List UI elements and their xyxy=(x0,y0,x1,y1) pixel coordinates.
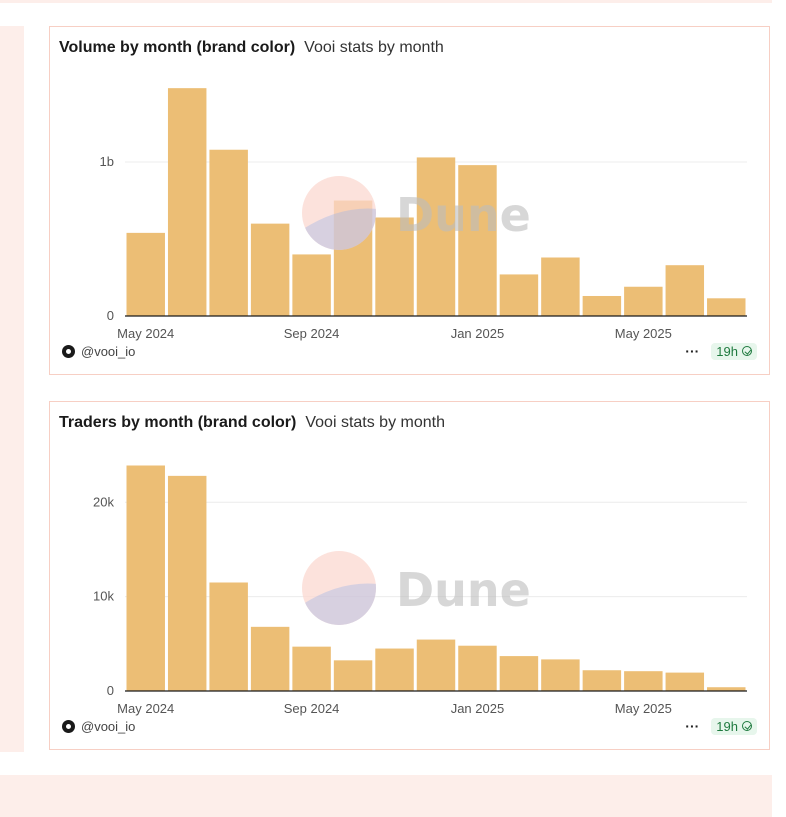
chart-title[interactable]: Volume by month (brand color) xyxy=(59,39,296,56)
refresh-age-badge[interactable]: 19h xyxy=(711,342,757,360)
x-tick-label: May 2024 xyxy=(117,326,174,341)
dune-watermark-text: Dune xyxy=(396,188,531,242)
bar[interactable] xyxy=(499,274,539,316)
age-label: 19h xyxy=(716,718,738,734)
bar[interactable] xyxy=(541,257,580,317)
y-tick-label: 10k xyxy=(93,589,114,604)
bar[interactable] xyxy=(499,656,539,691)
x-tick-label: Sep 2024 xyxy=(284,701,340,716)
y-tick-label: 1b xyxy=(100,154,114,169)
bar[interactable] xyxy=(167,475,207,691)
bar[interactable] xyxy=(624,286,663,316)
check-circle-icon xyxy=(742,346,752,356)
dune-logo-icon xyxy=(302,176,376,250)
bar[interactable] xyxy=(250,223,290,316)
bar[interactable] xyxy=(582,295,622,316)
x-tick-label: May 2025 xyxy=(615,701,672,716)
dune-logo-icon xyxy=(302,551,376,625)
x-tick-label: Sep 2024 xyxy=(284,326,340,341)
bar[interactable] xyxy=(209,149,248,316)
author-handle[interactable]: @vooi_io xyxy=(81,343,136,359)
x-tick-label: May 2024 xyxy=(117,701,174,716)
x-tick-label: Jan 2025 xyxy=(451,326,505,341)
bar[interactable] xyxy=(665,265,705,316)
bar[interactable] xyxy=(416,639,456,691)
chart-subtitle[interactable]: Vooi stats by month xyxy=(305,414,445,431)
bar[interactable] xyxy=(375,648,414,691)
author-avatar-icon[interactable] xyxy=(62,719,75,733)
bar[interactable] xyxy=(375,217,414,316)
more-dots-icon[interactable]: ··· xyxy=(685,343,700,359)
traders-bar-chart: 0 10k 20k May 2024 Sep 2024 Jan 2025 May 2025 D… xyxy=(93,465,747,716)
bar[interactable] xyxy=(292,254,331,316)
author-avatar-icon[interactable] xyxy=(62,344,75,358)
check-circle-icon xyxy=(742,721,752,731)
more-dots-icon[interactable]: ··· xyxy=(685,718,700,734)
bar[interactable] xyxy=(458,165,497,316)
card-header: Traders by month (brand color) Vooi stats… xyxy=(59,414,445,432)
dune-watermark-text: Dune xyxy=(396,563,531,617)
bar[interactable] xyxy=(209,582,248,691)
volume-bar-chart: 0 1b May 2024 Sep 2024 Jan 2025 May 2025 Dune xyxy=(100,88,747,341)
chart-title[interactable]: Traders by month (brand color) xyxy=(59,414,297,431)
bar[interactable] xyxy=(665,672,705,691)
y-tick-label: 20k xyxy=(93,494,114,509)
x-tick-label: Jan 2025 xyxy=(451,701,505,716)
bar[interactable] xyxy=(250,626,290,691)
bar[interactable] xyxy=(333,660,373,691)
bar[interactable] xyxy=(624,671,663,691)
top-panel-edge xyxy=(0,0,772,3)
chart-subtitle[interactable]: Vooi stats by month xyxy=(304,39,444,56)
bar[interactable] xyxy=(707,687,746,691)
card-footer: @vooi_io ··· 19h xyxy=(62,342,757,360)
bottom-panel-edge xyxy=(0,775,772,817)
bar[interactable] xyxy=(292,646,331,691)
bar[interactable] xyxy=(458,645,497,691)
left-panel-edge xyxy=(0,26,24,752)
volume-chart-card: Volume by month (brand color) Vooi stats … xyxy=(49,26,770,375)
traders-chart-card: Traders by month (brand color) Vooi stats… xyxy=(49,401,770,750)
bar[interactable] xyxy=(707,298,746,316)
author-handle[interactable]: @vooi_io xyxy=(81,718,136,734)
y-tick-label: 0 xyxy=(107,308,114,323)
age-label: 19h xyxy=(716,343,738,359)
refresh-age-badge[interactable]: 19h xyxy=(711,717,757,735)
y-tick-label: 0 xyxy=(107,683,114,698)
bar[interactable] xyxy=(582,670,622,691)
bar[interactable] xyxy=(126,232,165,316)
bar[interactable] xyxy=(126,465,165,691)
card-footer: @vooi_io ··· 19h xyxy=(62,717,757,735)
bar[interactable] xyxy=(541,659,580,691)
x-tick-label: May 2025 xyxy=(615,326,672,341)
card-header: Volume by month (brand color) Vooi stats … xyxy=(59,39,444,57)
bar[interactable] xyxy=(416,157,456,316)
bar[interactable] xyxy=(167,88,207,316)
